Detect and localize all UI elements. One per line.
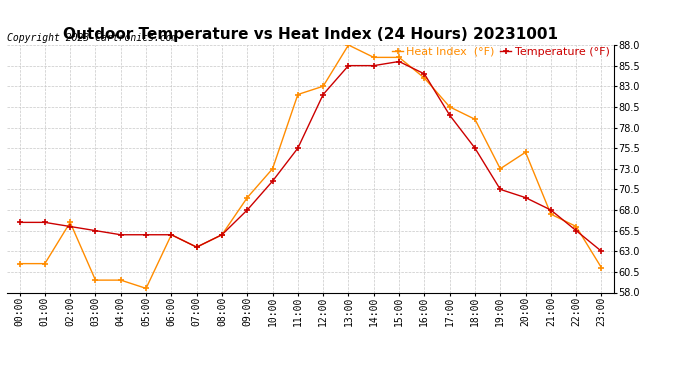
Temperature (°F) — [15, 220, 23, 225]
Heat Index  (°F) — [446, 105, 454, 109]
Heat Index  (°F) — [522, 150, 530, 154]
Temperature (°F) — [243, 208, 251, 212]
Temperature (°F) — [344, 63, 353, 68]
Heat Index  (°F) — [370, 55, 378, 60]
Heat Index  (°F) — [420, 76, 428, 80]
Heat Index  (°F) — [142, 286, 150, 291]
Temperature (°F) — [420, 72, 428, 76]
Heat Index  (°F) — [496, 166, 504, 171]
Heat Index  (°F) — [598, 266, 606, 270]
Heat Index  (°F) — [471, 117, 479, 122]
Heat Index  (°F) — [294, 92, 302, 97]
Temperature (°F) — [319, 92, 327, 97]
Heat Index  (°F) — [15, 261, 23, 266]
Temperature (°F) — [66, 224, 75, 229]
Temperature (°F) — [496, 187, 504, 192]
Temperature (°F) — [142, 232, 150, 237]
Temperature (°F) — [41, 220, 49, 225]
Heat Index  (°F) — [218, 232, 226, 237]
Temperature (°F) — [522, 195, 530, 200]
Heat Index  (°F) — [167, 232, 175, 237]
Heat Index  (°F) — [117, 278, 125, 282]
Line: Temperature (°F): Temperature (°F) — [16, 58, 605, 255]
Heat Index  (°F) — [66, 220, 75, 225]
Temperature (°F) — [598, 249, 606, 254]
Temperature (°F) — [117, 232, 125, 237]
Temperature (°F) — [446, 113, 454, 117]
Heat Index  (°F) — [243, 195, 251, 200]
Heat Index  (°F) — [91, 278, 99, 282]
Heat Index  (°F) — [41, 261, 49, 266]
Heat Index  (°F) — [395, 55, 403, 60]
Legend: Heat Index  (°F), Temperature (°F): Heat Index (°F), Temperature (°F) — [388, 42, 614, 62]
Temperature (°F) — [91, 228, 99, 233]
Temperature (°F) — [167, 232, 175, 237]
Temperature (°F) — [268, 179, 277, 183]
Title: Outdoor Temperature vs Heat Index (24 Hours) 20231001: Outdoor Temperature vs Heat Index (24 Ho… — [63, 27, 558, 42]
Text: Copyright 2023 Cartronics.com: Copyright 2023 Cartronics.com — [7, 33, 177, 42]
Heat Index  (°F) — [268, 166, 277, 171]
Temperature (°F) — [218, 232, 226, 237]
Heat Index  (°F) — [193, 245, 201, 249]
Temperature (°F) — [395, 59, 403, 64]
Temperature (°F) — [294, 146, 302, 150]
Temperature (°F) — [471, 146, 479, 150]
Temperature (°F) — [193, 245, 201, 249]
Temperature (°F) — [370, 63, 378, 68]
Heat Index  (°F) — [572, 224, 580, 229]
Heat Index  (°F) — [344, 43, 353, 47]
Heat Index  (°F) — [319, 84, 327, 88]
Temperature (°F) — [546, 208, 555, 212]
Temperature (°F) — [572, 228, 580, 233]
Heat Index  (°F) — [546, 212, 555, 216]
Line: Heat Index  (°F): Heat Index (°F) — [16, 42, 605, 292]
